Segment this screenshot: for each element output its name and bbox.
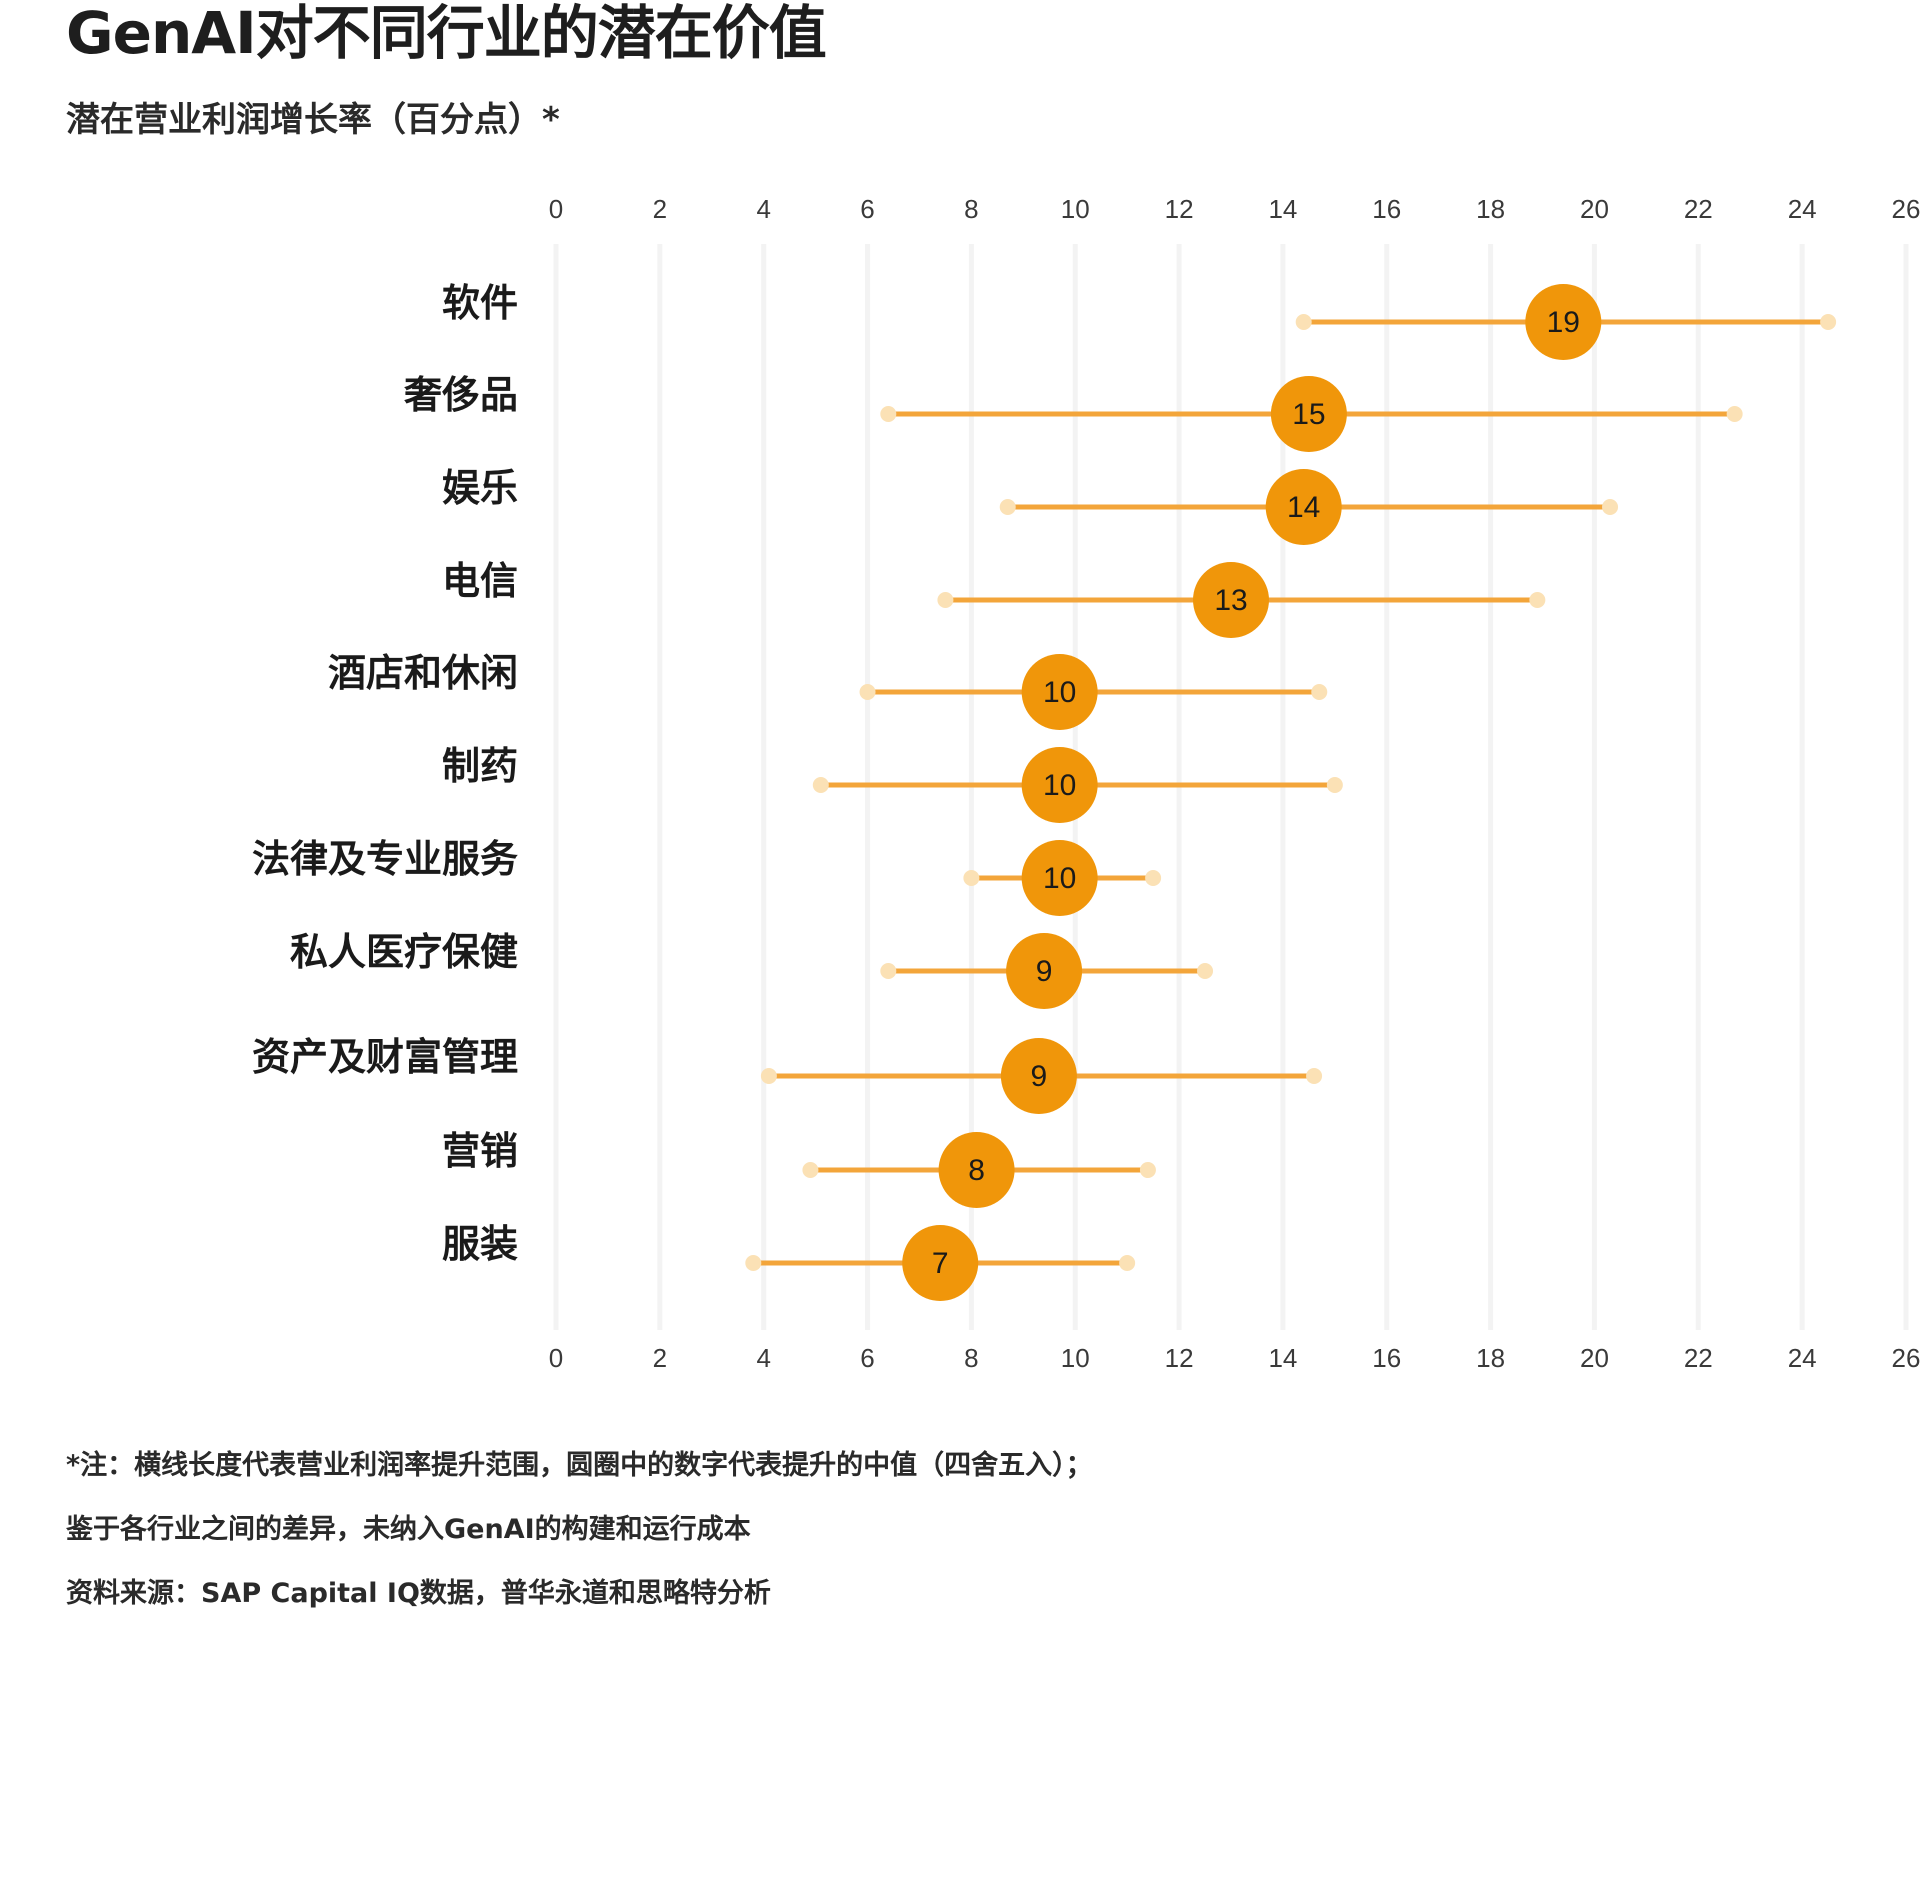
range-low-point xyxy=(745,1255,762,1271)
x-tick-label-top: 2 xyxy=(653,194,667,224)
range-low-point xyxy=(859,684,876,700)
median-marker xyxy=(1525,284,1602,360)
x-tick-label-bottom: 12 xyxy=(1165,1343,1194,1373)
range-high-point xyxy=(1197,963,1214,979)
x-tick-label-top: 24 xyxy=(1788,194,1817,224)
footnote-cost-exclusion: 鉴于各行业之间的差异，未纳入GenAI的构建和运行成本 xyxy=(66,1514,751,1545)
chart-plot: 0022446688101012121414161618182020222224… xyxy=(252,194,1921,1373)
category-label: 服装 xyxy=(442,1222,518,1266)
category-label: 娱乐 xyxy=(442,466,518,510)
category-label: 私人医疗保健 xyxy=(290,930,518,974)
x-tick-label-top: 6 xyxy=(860,194,874,224)
range-high-point xyxy=(1326,777,1343,793)
range-high-point xyxy=(1726,406,1743,422)
footnote-range-explanation: *注：横线长度代表营业利润率提升范围，圆圈中的数字代表提升的中值（四舍五入）； xyxy=(66,1450,1093,1481)
category-label: 电信 xyxy=(442,559,518,603)
median-marker xyxy=(1021,747,1098,823)
range-low-point xyxy=(937,592,954,608)
range-low-point xyxy=(880,406,897,422)
median-value-label: 10 xyxy=(1043,769,1076,802)
x-tick-label-top: 26 xyxy=(1892,194,1921,224)
median-value-label: 9 xyxy=(1036,955,1053,988)
x-tick-label-top: 14 xyxy=(1268,194,1297,224)
x-tick-label-bottom: 2 xyxy=(653,1343,667,1373)
x-tick-label-top: 20 xyxy=(1580,194,1609,224)
x-tick-label-bottom: 0 xyxy=(549,1343,563,1373)
range-high-point xyxy=(1119,1255,1136,1271)
range-high-point xyxy=(1145,870,1162,886)
median-value-label: 10 xyxy=(1043,862,1076,895)
median-marker xyxy=(1265,469,1342,545)
median-value-label: 14 xyxy=(1287,491,1320,524)
x-tick-label-top: 12 xyxy=(1165,194,1194,224)
category-label: 酒店和休闲 xyxy=(328,651,518,695)
x-tick-label-top: 18 xyxy=(1476,194,1505,224)
x-tick-label-bottom: 6 xyxy=(860,1343,874,1373)
range-low-point xyxy=(760,1068,777,1084)
x-tick-label-bottom: 16 xyxy=(1372,1343,1401,1373)
footnote-source: 资料来源：SAP Capital IQ数据，普华永道和思略特分析 xyxy=(66,1578,771,1609)
category-label: 营销 xyxy=(442,1129,518,1173)
x-tick-label-bottom: 8 xyxy=(964,1343,978,1373)
x-tick-label-top: 10 xyxy=(1061,194,1090,224)
median-value-label: 10 xyxy=(1043,676,1076,709)
range-high-point xyxy=(1311,684,1328,700)
median-value-label: 13 xyxy=(1214,584,1247,617)
range-high-point xyxy=(1820,314,1837,330)
median-marker xyxy=(938,1132,1015,1208)
median-marker xyxy=(1021,840,1098,916)
range-high-point xyxy=(1139,1162,1156,1178)
range-low-point xyxy=(802,1162,819,1178)
range-high-point xyxy=(1306,1068,1323,1084)
range-high-point xyxy=(1529,592,1546,608)
median-value-label: 8 xyxy=(968,1154,985,1187)
category-label: 奢侈品 xyxy=(404,373,518,417)
x-tick-label-top: 16 xyxy=(1372,194,1401,224)
chart-subtitle: 潜在营业利润增长率（百分点）* xyxy=(66,100,560,140)
range-low-point xyxy=(999,499,1016,515)
range-low-point xyxy=(880,963,897,979)
x-tick-label-top: 22 xyxy=(1684,194,1713,224)
x-tick-label-bottom: 20 xyxy=(1580,1343,1609,1373)
x-tick-label-bottom: 14 xyxy=(1268,1343,1297,1373)
x-tick-label-bottom: 24 xyxy=(1788,1343,1817,1373)
x-tick-label-bottom: 22 xyxy=(1684,1343,1713,1373)
median-marker xyxy=(1021,654,1098,730)
x-tick-label-bottom: 26 xyxy=(1892,1343,1921,1373)
median-marker xyxy=(1193,562,1269,638)
median-value-label: 7 xyxy=(932,1247,949,1280)
x-tick-label-bottom: 10 xyxy=(1061,1343,1090,1373)
category-label: 法律及专业服务 xyxy=(252,837,518,881)
category-label: 软件 xyxy=(442,281,518,325)
x-tick-label-top: 4 xyxy=(756,194,770,224)
range-low-point xyxy=(812,777,829,793)
category-label: 制药 xyxy=(442,744,518,788)
range-high-point xyxy=(1602,499,1619,515)
x-tick-label-bottom: 4 xyxy=(756,1343,770,1373)
range-low-point xyxy=(1295,314,1312,330)
median-value-label: 9 xyxy=(1031,1060,1048,1093)
x-tick-label-top: 8 xyxy=(964,194,978,224)
x-tick-label-bottom: 18 xyxy=(1476,1343,1505,1373)
median-marker xyxy=(1006,933,1083,1009)
median-marker xyxy=(902,1225,979,1301)
chart-title: GenAI对不同行业的潜在价值 xyxy=(66,0,827,67)
median-marker xyxy=(1270,376,1347,452)
median-marker xyxy=(1000,1038,1077,1114)
median-value-label: 15 xyxy=(1292,398,1325,431)
median-value-label: 19 xyxy=(1547,306,1580,339)
range-low-point xyxy=(963,870,980,886)
x-tick-label-top: 0 xyxy=(549,194,563,224)
category-label: 资产及财富管理 xyxy=(252,1035,518,1079)
